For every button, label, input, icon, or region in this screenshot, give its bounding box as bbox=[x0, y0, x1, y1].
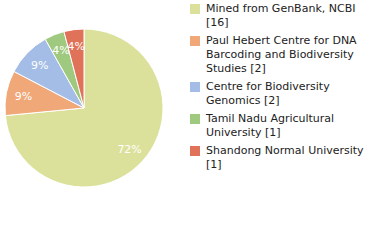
svg-text:9%: 9% bbox=[15, 90, 32, 103]
html-text:Centre for Biodiversity Genomi: Centre for Biodiversity Genomics [2] bbox=[206, 80, 330, 107]
svg-text:4%: 4% bbox=[52, 44, 70, 58]
svg-text:4%: 4% bbox=[67, 40, 84, 53]
html-text:Paul Hebert Centre for DNA Bar: Paul Hebert Centre for DNA Barcoding and… bbox=[206, 34, 357, 75]
html-text:Shandong Normal University [1]: Shandong Normal University [1] bbox=[206, 144, 364, 171]
svg-text:72%: 72% bbox=[117, 143, 141, 156]
html-text:Tamil Nadu Agricultural Univer: Tamil Nadu Agricultural University [1] bbox=[206, 112, 335, 139]
svg-text:9%: 9% bbox=[31, 59, 48, 72]
html-text:Mined from GenBank, NCBI [16]: Mined from GenBank, NCBI [16] bbox=[206, 2, 356, 29]
